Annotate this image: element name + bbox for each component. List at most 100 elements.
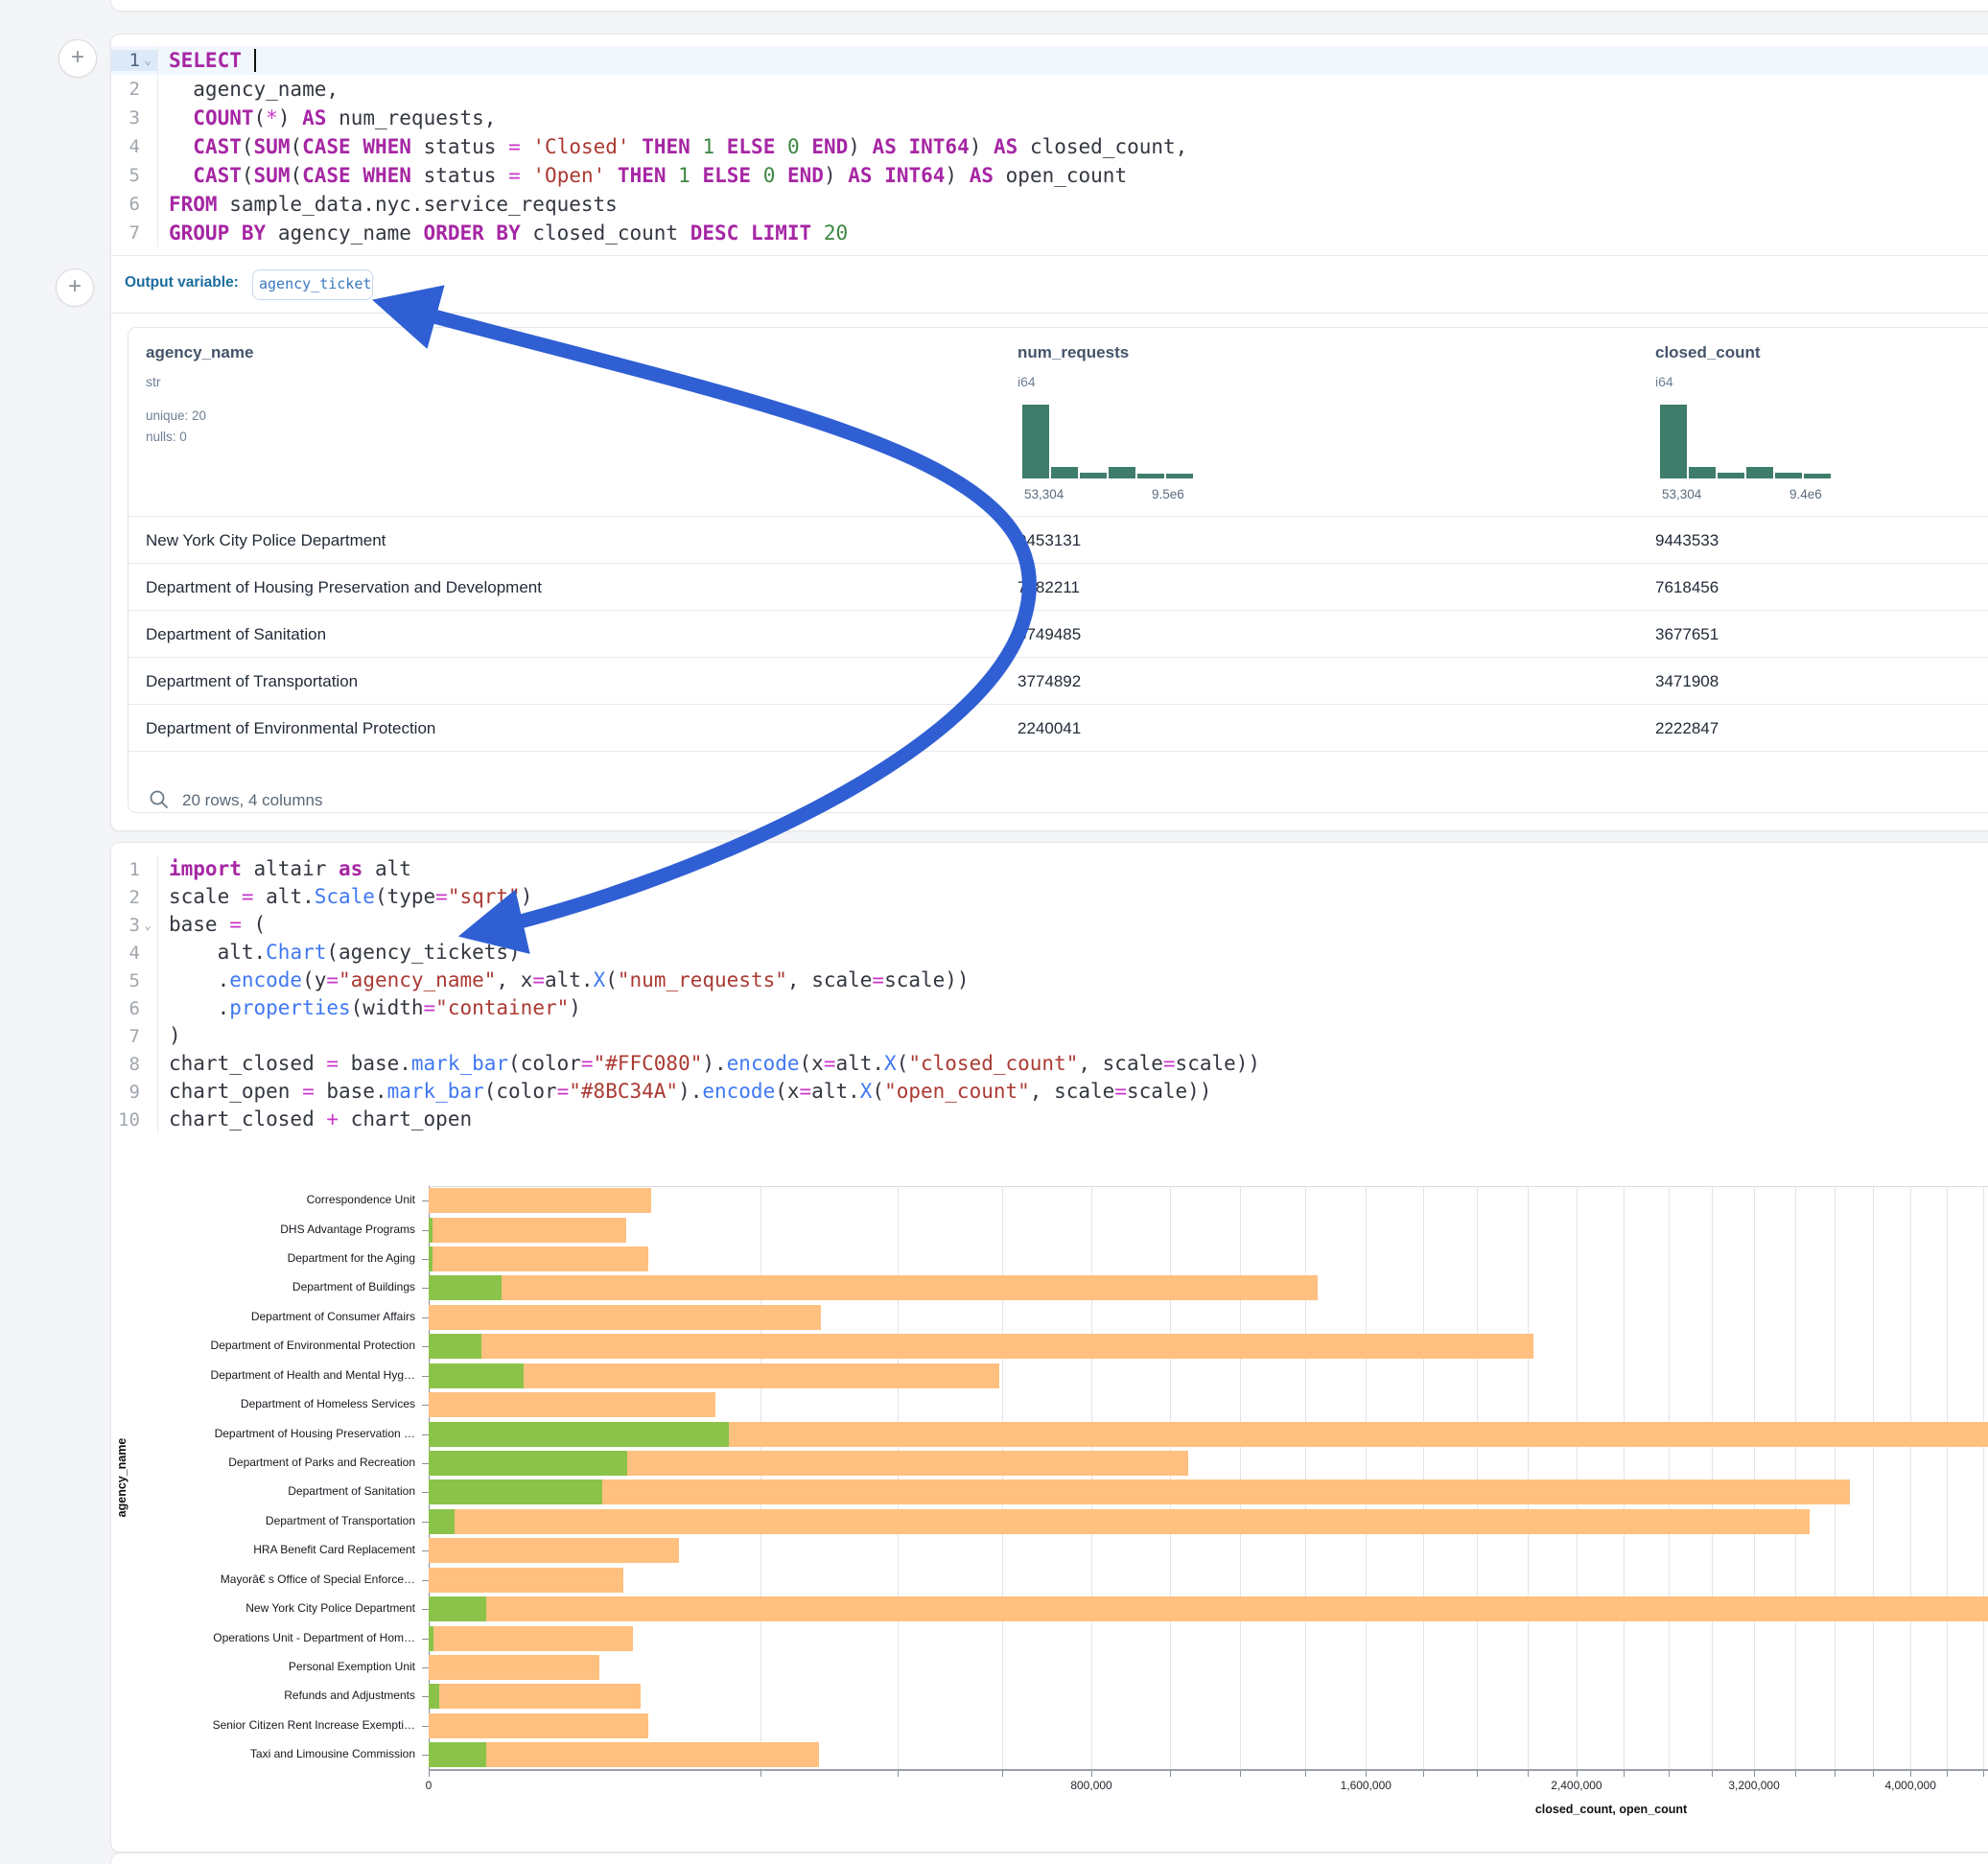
- code-text: chart_closed + chart_open: [157, 1106, 1988, 1133]
- line-number: 3: [129, 107, 140, 128]
- bar-closed-14: [429, 1596, 1988, 1622]
- code-line[interactable]: 2 agency_name,: [111, 75, 1988, 104]
- gridline: [1668, 1186, 1670, 1769]
- bar-open-10: [429, 1480, 603, 1505]
- code-text: CAST(SUM(CASE WHEN status = 'Open' THEN …: [157, 161, 1988, 190]
- line-number: 5: [129, 969, 140, 991]
- bar-open-19: [429, 1742, 486, 1768]
- y-axis-tick: [422, 1229, 429, 1231]
- python-code-editor[interactable]: 1 import altair as alt 2 scale = alt.Scale(…: [111, 855, 1988, 1133]
- bar-closed-19: [429, 1742, 819, 1768]
- code-line[interactable]: 4 alt.Chart(agency_tickets): [111, 939, 1988, 967]
- code-text: SELECT: [157, 46, 1988, 75]
- code-line[interactable]: 8 chart_closed = base.mark_bar(color="#FF…: [111, 1050, 1988, 1078]
- bar-closed-11: [429, 1508, 1810, 1534]
- result-table: agency_name str unique: 20 nulls: 0 num_requ…: [128, 327, 1988, 813]
- bar-open-6: [429, 1363, 524, 1388]
- y-axis-tick: [422, 1492, 429, 1494]
- line-number: 4: [129, 942, 140, 964]
- fold-chevron-icon[interactable]: ⌄: [144, 918, 152, 933]
- column-histogram: [1660, 405, 1831, 478]
- y-tick-label: DHS Advantage Programs: [280, 1222, 415, 1236]
- y-tick-label: Correspondence Unit: [306, 1193, 415, 1207]
- gridline: [1091, 1186, 1093, 1769]
- code-line[interactable]: 9 chart_open = base.mark_bar(color="#8BC3…: [111, 1078, 1988, 1106]
- x-axis-tick: [897, 1771, 899, 1777]
- code-line[interactable]: 6 .properties(width="container"): [111, 994, 1988, 1022]
- gridline: [760, 1186, 761, 1769]
- y-tick-label: Department of Transportation: [265, 1513, 415, 1527]
- code-line[interactable]: 1 import altair as alt: [111, 855, 1988, 883]
- divider: [111, 255, 1988, 256]
- gridline: [1794, 1186, 1796, 1769]
- sql-code-editor[interactable]: 1 ⌄ SELECT 2 agency_name, 3 COUNT(*) AS num…: [111, 46, 1988, 247]
- histogram-max: 9.5e6: [1152, 487, 1184, 501]
- code-line[interactable]: 4 CAST(SUM(CASE WHEN status = 'Closed' T…: [111, 132, 1988, 161]
- table-cell: 3774892: [1017, 671, 1082, 690]
- bar-closed-6: [429, 1363, 1000, 1388]
- x-axis-tick: [1947, 1771, 1949, 1777]
- column-type: i64: [1017, 374, 1036, 389]
- code-line[interactable]: 3 ⌄ base = (: [111, 911, 1988, 939]
- code-text: COUNT(*) AS num_requests,: [157, 104, 1988, 132]
- code-line[interactable]: 2 scale = alt.Scale(type="sqrt"): [111, 883, 1988, 911]
- code-line[interactable]: 6 FROM sample_data.nyc.service_requests: [111, 190, 1988, 219]
- bar-closed-17: [429, 1684, 641, 1710]
- bar-closed-3: [429, 1275, 1319, 1301]
- previous-cell-edge: [110, 0, 1988, 12]
- table-row[interactable]: Department of Housing Preservation and D…: [129, 563, 1988, 611]
- y-tick-label: Refunds and Adjustments: [284, 1689, 415, 1703]
- column-header-num_requests[interactable]: num_requests: [1017, 343, 1130, 361]
- table-row[interactable]: New York City Police Department 9453131 94…: [129, 516, 1988, 564]
- add-cell-button-middle[interactable]: +: [56, 268, 94, 307]
- gridline: [1910, 1186, 1912, 1769]
- code-line[interactable]: 3 COUNT(*) AS num_requests,: [111, 104, 1988, 132]
- code-line[interactable]: 7): [111, 1022, 1988, 1050]
- line-number: 1 ⌄: [111, 50, 157, 71]
- bar-closed-16: [429, 1654, 600, 1680]
- y-axis-tick: [422, 1433, 429, 1435]
- table-row[interactable]: Department of Sanitation 3749485 3677651: [129, 610, 1988, 658]
- table-row[interactable]: Department of Environmental Protection 22…: [129, 704, 1988, 752]
- code-line[interactable]: 5 CAST(SUM(CASE WHEN status = 'Open' THE…: [111, 161, 1988, 190]
- gridline: [1754, 1186, 1756, 1769]
- code-line[interactable]: 7 GROUP BY agency_name ORDER BY closed_co…: [111, 219, 1988, 247]
- fold-chevron-icon[interactable]: ⌄: [144, 54, 152, 68]
- add-cell-button-top[interactable]: +: [58, 39, 97, 78]
- code-text: chart_open = base.mark_bar(color="#8BC34…: [157, 1078, 1988, 1106]
- bar-closed-18: [429, 1713, 648, 1738]
- plot-top-border: [429, 1186, 1988, 1187]
- y-tick-label: Mayorâ€ s Office of Special Enforce…: [220, 1572, 415, 1586]
- search-icon[interactable]: [148, 788, 171, 811]
- y-tick-label: Department of Consumer Affairs: [250, 1309, 415, 1323]
- column-header-closed_count[interactable]: closed_count: [1655, 343, 1761, 361]
- code-text: import altair as alt: [157, 855, 1988, 883]
- bar-closed-12: [429, 1538, 679, 1564]
- gridline: [1527, 1186, 1529, 1769]
- bar-closed-1: [429, 1217, 626, 1243]
- x-axis-tick: [1240, 1771, 1242, 1777]
- x-axis-tick: [1002, 1771, 1004, 1777]
- column-histogram: [1022, 405, 1193, 478]
- y-axis-tick: [422, 1609, 429, 1611]
- table-row[interactable]: Department of Transportation 3774892 34719…: [129, 657, 1988, 705]
- histogram-min: 53,304: [1024, 487, 1064, 501]
- y-tick-label: Personal Exemption Unit: [288, 1659, 415, 1673]
- column-header-agency_name[interactable]: agency_name: [146, 343, 254, 361]
- code-line[interactable]: 10 chart_closed + chart_open: [111, 1106, 1988, 1133]
- table-cell: 7782211: [1017, 577, 1080, 596]
- y-axis-tick: [422, 1405, 429, 1407]
- table-cell: New York City Police Department: [146, 530, 386, 549]
- output-variable-badge[interactable]: agency_tickets: [252, 269, 373, 300]
- y-tick-label: New York City Police Department: [246, 1601, 415, 1616]
- gridline: [1712, 1186, 1714, 1769]
- x-axis-tick: [1305, 1771, 1307, 1777]
- x-axis-tick: [1873, 1771, 1875, 1777]
- code-line[interactable]: 1 ⌄ SELECT: [111, 46, 1988, 75]
- x-axis-tick: [1712, 1771, 1714, 1777]
- bar-open-1: [429, 1217, 433, 1243]
- code-text: chart_closed = base.mark_bar(color="#FFC…: [157, 1050, 1988, 1078]
- y-axis-tick: [422, 1725, 429, 1727]
- line-number: 7: [129, 222, 140, 244]
- code-line[interactable]: 5 .encode(y="agency_name", x=alt.X("num_…: [111, 967, 1988, 994]
